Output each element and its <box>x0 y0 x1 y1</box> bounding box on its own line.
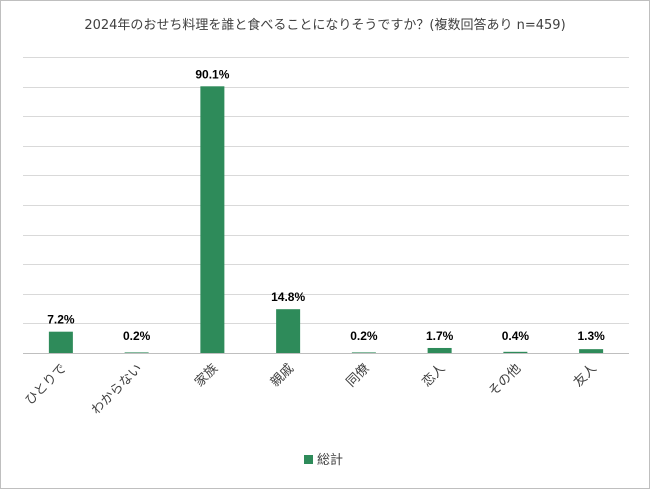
bar <box>276 309 301 353</box>
data-label: 14.8% <box>271 290 305 304</box>
data-label: 90.1% <box>195 67 229 81</box>
bar <box>427 347 452 353</box>
bar <box>579 349 604 353</box>
data-label: 0.4% <box>502 329 530 343</box>
category-label: 家族 <box>191 361 221 391</box>
bars <box>48 86 604 353</box>
category-label: 同僚 <box>344 361 373 390</box>
legend-label: 総計 <box>317 452 343 468</box>
chart-title: 2024年のおせち料理を誰と食べることになりそうですか？(複数回答あり n=45… <box>84 17 565 33</box>
category-label: 友人 <box>570 361 600 391</box>
category-label: その他 <box>486 361 524 399</box>
data-label: 1.7% <box>426 329 454 343</box>
category-label: わからない <box>89 361 146 418</box>
data-label: 7.2% <box>47 313 75 327</box>
data-labels: 7.2% 0.2% 90.1% 14.8% 0.2% 1.7% 0.4% 1.3% <box>47 67 605 343</box>
bar <box>200 86 225 353</box>
gridlines <box>23 57 629 324</box>
legend: 総計 <box>304 452 343 468</box>
data-label: 0.2% <box>123 329 151 343</box>
category-labels: ひとりで わからない 家族 親戚 同僚 恋人 その他 友人 <box>23 361 600 418</box>
data-label: 1.3% <box>577 329 605 343</box>
legend-swatch <box>304 455 313 464</box>
data-label: 0.2% <box>350 329 378 343</box>
bar <box>351 352 376 353</box>
category-label: 親戚 <box>268 361 297 390</box>
bar <box>503 351 528 353</box>
bar <box>124 352 149 353</box>
category-label: ひとりで <box>23 361 70 408</box>
bar <box>48 331 73 353</box>
category-label: 恋人 <box>419 361 449 391</box>
